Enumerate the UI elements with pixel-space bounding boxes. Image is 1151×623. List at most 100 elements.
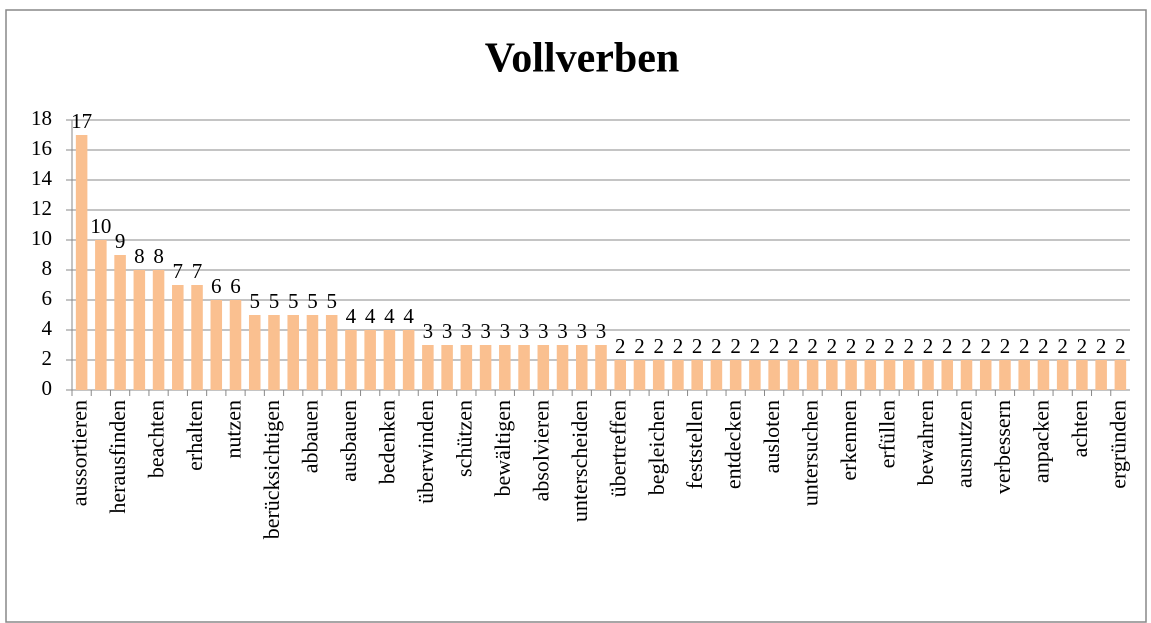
data-label: 5 [307, 289, 318, 313]
data-label: 2 [884, 334, 895, 358]
data-label: 2 [1115, 334, 1126, 358]
x-tick-label: achten [1067, 400, 1092, 457]
data-label: 2 [730, 334, 741, 358]
data-label: 2 [942, 334, 953, 358]
x-tick-label: nutzen [221, 400, 246, 459]
x-tick-label: absolvieren [528, 400, 553, 501]
bar [922, 360, 934, 390]
bar [287, 315, 299, 390]
x-tick-label: berücksichtigen [259, 400, 284, 539]
bar [345, 330, 357, 390]
data-label: 3 [577, 319, 588, 343]
data-label: 2 [807, 334, 818, 358]
bar [499, 345, 511, 390]
data-label: 2 [1038, 334, 1049, 358]
data-label: 4 [346, 304, 357, 328]
bar [729, 360, 742, 390]
data-label: 2 [846, 334, 857, 358]
bar [1095, 360, 1107, 390]
x-tick-label: feststellen [682, 400, 707, 489]
x-tick-label: bedenken [374, 400, 399, 484]
bar [172, 285, 184, 390]
bar [652, 360, 665, 390]
data-label: 10 [90, 214, 111, 238]
data-label: 2 [1057, 334, 1068, 358]
y-tick-label: 10 [31, 226, 52, 250]
data-label: 5 [269, 289, 280, 313]
data-label: 9 [115, 229, 126, 253]
x-tick-label: aussortieren [67, 400, 92, 506]
bar [845, 360, 857, 390]
bar [806, 360, 819, 390]
data-label: 3 [480, 319, 491, 343]
bar [325, 315, 338, 390]
data-label: 3 [423, 319, 434, 343]
data-label: 4 [365, 304, 376, 328]
y-tick-label: 16 [31, 136, 52, 160]
data-label: 5 [288, 289, 299, 313]
x-tick-label: unterscheiden [567, 400, 592, 522]
bar [710, 360, 723, 390]
data-label: 4 [384, 304, 395, 328]
data-label: 2 [692, 334, 703, 358]
x-tick-label: beachten [144, 400, 169, 478]
x-tick-label: herausfinden [105, 400, 130, 514]
bar [1076, 360, 1088, 390]
bar [152, 270, 165, 390]
x-tick-label: bewältigen [490, 400, 515, 497]
data-label: 6 [211, 274, 222, 298]
x-tick-label: schützen [451, 400, 476, 477]
x-tick-label: verbessern [990, 400, 1015, 494]
y-tick-label: 2 [42, 346, 53, 370]
data-label: 3 [461, 319, 472, 343]
bar [479, 345, 492, 390]
bar [595, 345, 607, 390]
data-label: 2 [711, 334, 722, 358]
bar [941, 360, 954, 390]
data-label: 3 [557, 319, 568, 343]
x-tick-label: ausnutzen [952, 400, 977, 488]
data-label: 2 [1077, 334, 1088, 358]
bar [229, 300, 242, 390]
data-label: 2 [615, 334, 626, 358]
bar [787, 360, 800, 390]
bar [518, 345, 530, 390]
bar [75, 135, 88, 390]
data-label: 2 [980, 334, 991, 358]
bar [999, 360, 1011, 390]
data-label: 2 [904, 334, 915, 358]
bar [672, 360, 684, 390]
data-label: 6 [230, 274, 241, 298]
data-label: 2 [865, 334, 876, 358]
data-label: 2 [788, 334, 799, 358]
x-tick-label: ausloten [759, 400, 784, 473]
y-tick-label: 12 [31, 196, 52, 220]
data-label: 2 [827, 334, 838, 358]
data-label: 2 [961, 334, 972, 358]
x-tick-label: anpacken [1028, 400, 1053, 483]
bar [422, 345, 434, 390]
data-label: 2 [750, 334, 761, 358]
data-label: 2 [634, 334, 645, 358]
data-label: 8 [134, 244, 145, 268]
y-tick-label: 8 [42, 256, 53, 280]
data-label: 2 [769, 334, 780, 358]
bar [556, 345, 569, 390]
x-tick-label: untersuchen [798, 400, 823, 506]
x-tick-label: bewahren [913, 400, 938, 486]
bar [248, 315, 261, 390]
data-label: 8 [153, 244, 164, 268]
bar [210, 300, 223, 390]
data-label: 2 [1000, 334, 1011, 358]
bar [864, 360, 877, 390]
chart-title: Vollverben [485, 36, 679, 82]
y-tick-label: 0 [42, 376, 53, 400]
data-label: 3 [442, 319, 453, 343]
bar [402, 330, 415, 390]
data-label: 5 [326, 289, 337, 313]
bar [826, 360, 838, 390]
y-tick-label: 14 [31, 166, 53, 190]
x-tick-label: erhalten [182, 400, 207, 471]
data-label: 3 [596, 319, 607, 343]
